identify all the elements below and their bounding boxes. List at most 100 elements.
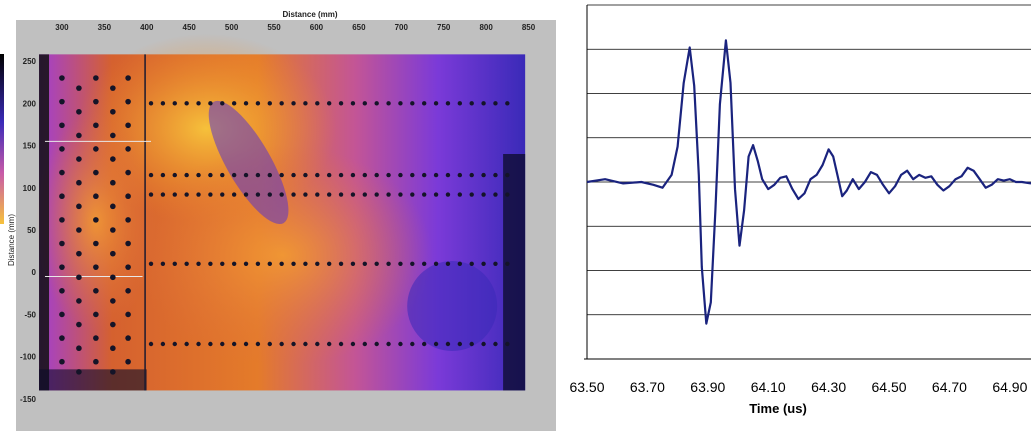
rivet [184,341,189,347]
rivet [196,101,201,106]
rivet [315,172,320,178]
rivet [208,261,213,266]
hot-region [132,145,433,366]
rivet [386,101,391,106]
rivet [160,341,166,347]
rivet [160,261,166,266]
rivet [110,250,116,257]
y-tick-label: -150 [20,395,37,404]
rivet [338,172,344,178]
rivet [433,261,439,266]
rivet [76,369,82,375]
rivet [303,341,308,347]
rivet [110,108,116,115]
y-tick-label: -50 [24,310,36,319]
rivet [469,341,474,347]
rivet [148,172,154,178]
rivet [398,192,403,197]
x-axis-title: Distance (mm) [282,10,337,19]
rivet [362,172,368,178]
rivet [374,192,379,197]
rivet [279,192,284,197]
rivet [386,192,391,197]
cscan-map [35,33,526,391]
rivet [59,169,65,176]
rivet [267,101,272,106]
rivet [125,240,131,247]
rivet [93,264,99,270]
y-axis: 250 200 150 100 50 0 -50 -100 -150 [20,57,37,404]
rivet [125,193,131,200]
x-tick-label: 650 [352,23,366,32]
rivet [445,261,451,266]
rivet [386,172,391,178]
rivet [220,341,225,347]
x-tick-label: 63.70 [630,379,665,395]
rivet [208,101,213,106]
rivet [291,261,296,266]
x-tick-label: 300 [55,23,69,32]
rivet [457,101,463,106]
rivet [59,335,65,341]
rivet [110,156,116,162]
rivet [505,261,510,266]
x-tick-label: 600 [310,23,324,32]
rivet [125,98,131,105]
rivet [303,101,308,106]
rivet [160,172,166,178]
rivet [326,341,332,347]
rivet [481,192,486,197]
rivet [398,341,403,347]
x-axis-title: Time (us) [749,401,807,416]
x-tick-label: 750 [437,23,451,32]
rivet [362,101,368,106]
rivet [255,101,261,106]
rivet [410,341,415,347]
rivet [421,261,427,266]
rivet [110,345,116,352]
rivet [110,298,116,304]
rivet [125,264,131,270]
x-tick-label: 64.70 [932,379,967,395]
x-tick-label: 700 [395,23,409,32]
rivet [338,261,344,266]
rivet [326,101,332,106]
rivet [59,98,65,105]
rivet [220,101,225,106]
rivet [220,192,225,197]
cscan-chart: 300 350 400 450 500 550 600 650 700 750 800 850 250… [0,10,556,431]
rivet [338,341,344,347]
rivet [93,146,99,152]
rivet [76,132,82,139]
rivet [110,227,116,233]
x-axis: 63.50 63.70 63.90 64.10 64.30 64.50 64.70 64.90 [569,379,1027,395]
rivet [481,341,486,347]
rivet [362,192,368,197]
waveform-chart: 63.50 63.70 63.90 64.10 64.30 64.50 64.70 64.90… [569,4,1031,416]
rivet [76,321,82,328]
rivet [433,101,439,106]
rivet [208,172,213,178]
rivet [172,101,177,106]
rivet [125,311,131,318]
rivet [279,341,284,347]
rivet [362,261,368,266]
rivet [220,172,225,178]
rivet [493,101,498,106]
rivet [231,192,237,197]
rivet [279,261,284,266]
rivet [505,172,510,178]
rivet [196,261,201,266]
rivet [125,169,131,176]
rivet [457,192,463,197]
rivet [125,288,131,294]
rivet [267,261,272,266]
rivet [279,172,284,178]
x-tick-label: 450 [183,23,197,32]
rivet [493,172,498,178]
rivet [243,192,249,197]
rivet [59,358,65,365]
rivet [267,341,272,347]
rivet [481,172,486,178]
rivet [93,75,99,81]
